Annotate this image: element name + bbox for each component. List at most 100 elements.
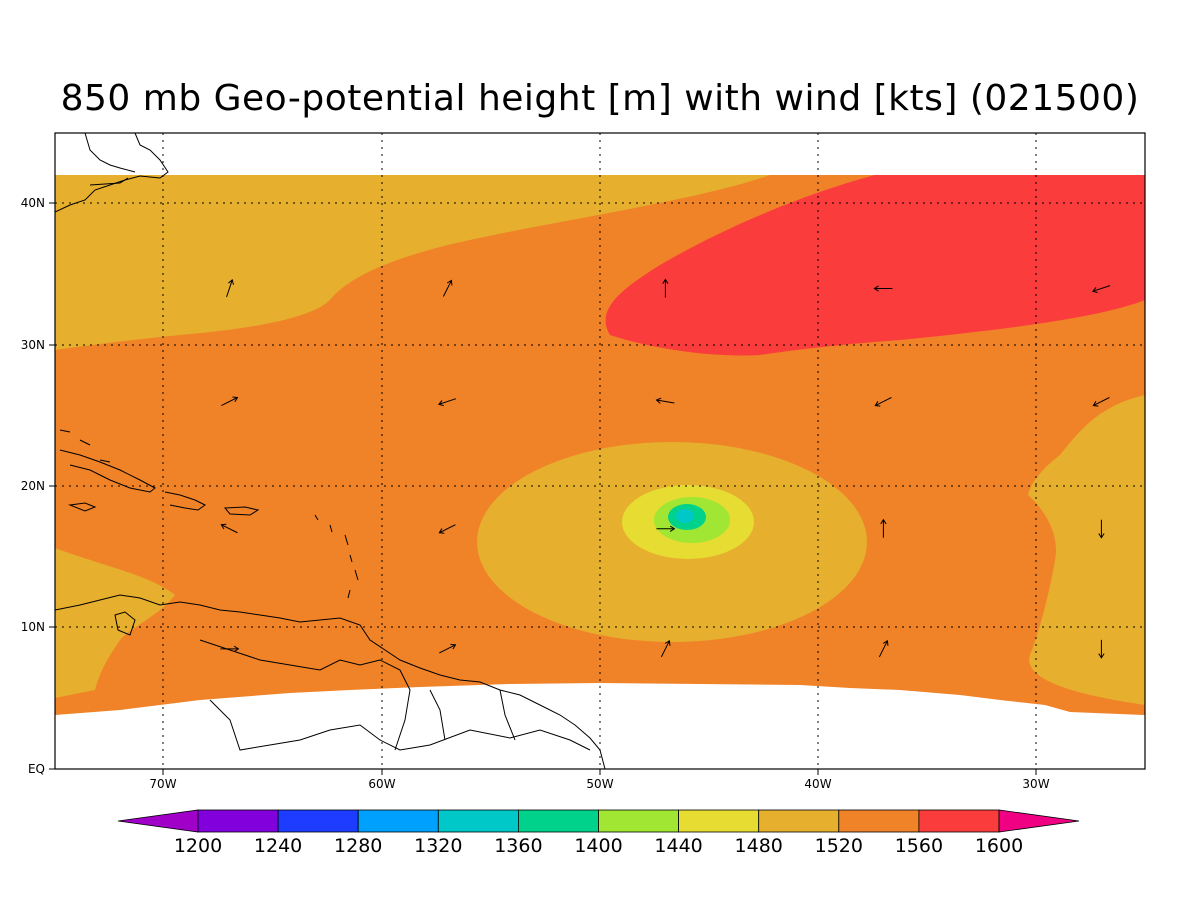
wind-vector	[220, 523, 238, 534]
wind-vector-shaft	[1092, 285, 1111, 292]
wind-vector-head	[669, 525, 676, 532]
wind-vector	[878, 639, 889, 658]
wind-vector-head	[1091, 287, 1098, 294]
colorbar-level-label: 1320	[414, 835, 462, 857]
wind-vector	[656, 525, 676, 532]
lat-label-eq: EQ	[28, 762, 45, 776]
lat-label-30n: 30N	[21, 338, 45, 352]
colorbar-swatch	[678, 809, 760, 833]
colorbar-labels: 1200 1240 1280 1320 1360 1400 1440 1480 1520 1560…	[174, 835, 1023, 857]
wind-vector-head	[655, 397, 662, 404]
wind-vector	[655, 397, 675, 404]
wind-vector	[438, 524, 456, 534]
wind-vector-head	[664, 639, 671, 646]
hispaniola-coast	[164, 491, 206, 511]
wind-vector	[1098, 639, 1105, 659]
wind-vector	[660, 639, 671, 658]
north-america-coast	[55, 133, 169, 213]
wind-vector-head	[874, 401, 881, 407]
lon-label-70w: 70W	[149, 777, 176, 791]
cuba-coast	[59, 449, 156, 493]
colorbar-level-label: 1360	[494, 835, 542, 857]
coastlines	[55, 133, 606, 769]
wind-vector-head	[882, 639, 889, 646]
wind-vector	[873, 285, 893, 292]
wind-vector-shaft	[221, 524, 238, 534]
wind-vector	[662, 278, 669, 298]
wind-vector-shaft	[875, 397, 892, 407]
colorbar-level-label: 1200	[174, 835, 222, 857]
lat-label-10n: 10N	[21, 620, 45, 634]
wind-vector	[1091, 285, 1111, 294]
wind-vector-head	[438, 528, 445, 534]
venezuela-border	[199, 639, 381, 671]
colorbar-swatch	[598, 809, 679, 833]
wind-vector-shaft	[660, 640, 670, 658]
wind-vector-head	[220, 523, 227, 530]
wind-vector	[1098, 519, 1105, 539]
lat-label-20n: 20N	[21, 479, 45, 493]
jamaica-coast	[68, 502, 97, 512]
bahamas	[59, 429, 111, 463]
map-title: 850 mb Geo-potential height [m] with win…	[60, 78, 1140, 119]
wind-vector-head	[880, 518, 887, 525]
wind-vector-shaft	[221, 397, 238, 407]
colorbar-level-label: 1240	[254, 835, 302, 857]
colorbar-swatch	[838, 809, 920, 833]
colorbar-min-arrow	[117, 809, 199, 833]
wind-vector-head	[1098, 533, 1105, 539]
colorbar-swatch	[437, 809, 519, 833]
colorbar-level-label: 1520	[815, 835, 863, 857]
colorbar-level-label: 1440	[654, 835, 702, 857]
wind-vector	[439, 643, 457, 654]
wind-vector-head	[450, 643, 457, 650]
wind-vector-head	[437, 400, 444, 407]
lat-labels: 40N 30N 20N 10N EQ	[21, 196, 45, 776]
wind-vector-head	[446, 279, 453, 286]
colorbar-level-label: 1560	[895, 835, 943, 857]
lat-label-40n: 40N	[21, 196, 45, 210]
height-fill	[55, 175, 1145, 715]
wind-vector	[221, 396, 239, 407]
colorbar-level-label: 1480	[735, 835, 783, 857]
colorbar-swatch	[758, 809, 840, 833]
colorbar-level-label: 1280	[334, 835, 382, 857]
wind-vector	[437, 398, 457, 407]
wind-vector-head	[233, 645, 240, 652]
fill-1520-north	[55, 175, 770, 350]
fill-1520-west	[55, 548, 175, 698]
wind-vector-head	[1098, 653, 1105, 659]
new-england-coast	[84, 133, 136, 186]
fill-1600-north	[605, 175, 1145, 356]
wind-vector-shaft	[438, 398, 457, 405]
wind-vector-shaft	[442, 280, 452, 297]
wind-vector-shaft	[878, 640, 888, 658]
wind-vector-shaft	[656, 399, 675, 404]
tick-marks	[49, 202, 1037, 775]
colorbar-max-arrow	[998, 809, 1080, 833]
colorbar-level-label: 1600	[975, 835, 1023, 857]
wind-vector-head	[662, 278, 669, 284]
wind-vector	[442, 279, 453, 297]
wind-vector-head	[232, 396, 239, 403]
lon-label-60w: 60W	[368, 777, 395, 791]
colorbar-swatch	[518, 809, 599, 833]
colorbar-swatch	[277, 809, 359, 833]
wind-vector-shaft	[439, 524, 456, 534]
colorbar-swatch	[197, 809, 279, 833]
wind-vector-head	[873, 285, 879, 292]
south-america-coast	[55, 594, 606, 769]
lon-label-30w: 30W	[1022, 777, 1049, 791]
lesser-antilles	[314, 514, 359, 599]
wind-vectors	[220, 278, 1111, 659]
lon-label-40w: 40W	[804, 777, 831, 791]
puerto-rico-coast	[223, 506, 260, 516]
wind-vector	[880, 518, 887, 538]
colorbar-swatch	[918, 809, 1000, 833]
colorbar-level-label: 1400	[574, 835, 622, 857]
wind-vector	[874, 397, 892, 407]
colorbar-swatch	[357, 809, 439, 833]
wind-vector-head	[228, 279, 234, 285]
colorbar-swatches	[117, 809, 1080, 833]
